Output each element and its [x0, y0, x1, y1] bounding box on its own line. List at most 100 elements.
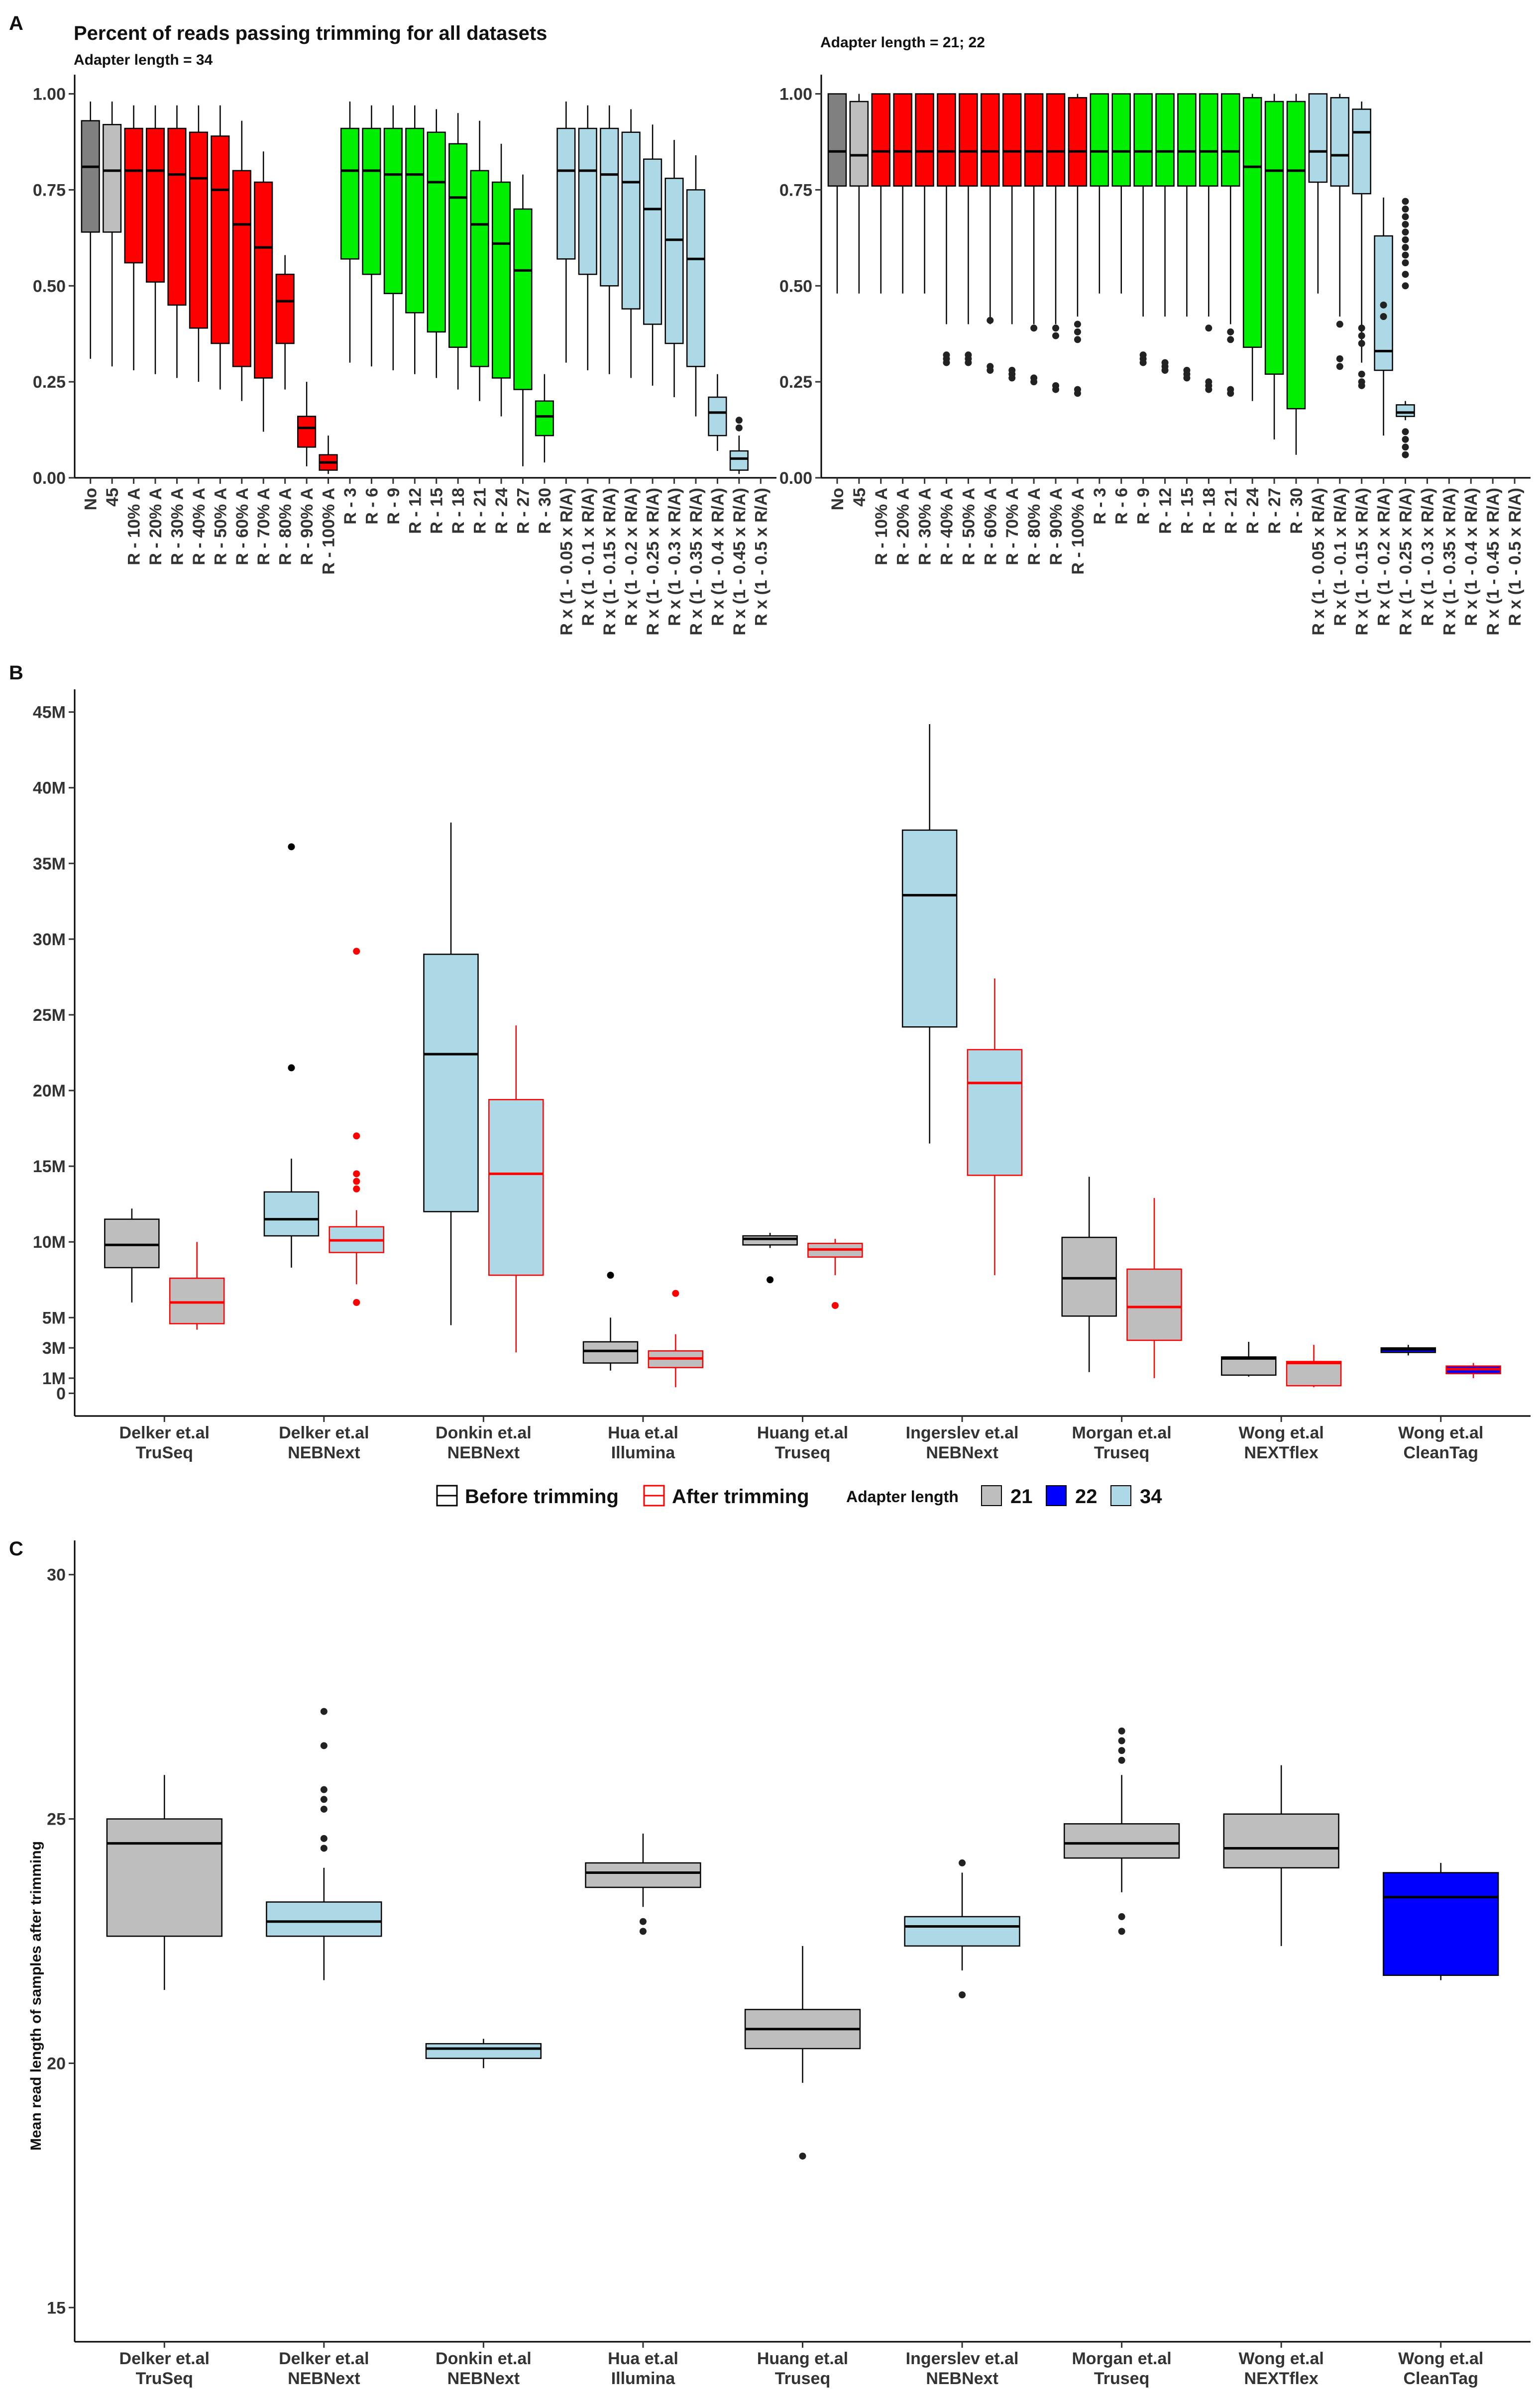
legend-label-22: 22 [1075, 1486, 1098, 1508]
panel-a2-outlier [1402, 244, 1409, 251]
panel-a2-box [915, 93, 934, 187]
panel-b-ytick-label: 25M [33, 1006, 66, 1025]
legend-label-21: 21 [1010, 1486, 1033, 1508]
panel-a2-xtick-label: R - 10% A [872, 488, 891, 565]
panel-a2-outlier [1052, 386, 1060, 393]
panel-a-box [145, 127, 165, 283]
legend-key-22 [1046, 1485, 1067, 1506]
panel-a-xtick-label: R x (1 - 0.45 x R/A) [730, 488, 749, 636]
panel-a2-outlier [1402, 236, 1409, 243]
panel-a-xtick-label: R - 6 [362, 488, 381, 525]
panel-c-outlier [799, 2152, 806, 2160]
panel-a-xtick-label: R - 60% A [233, 488, 252, 565]
panel-a2-outlier [1074, 328, 1081, 335]
panel-a-xtick-label: R x (1 - 0.4 x R/A) [708, 488, 727, 626]
panel-a-xtick-label: R - 9 [384, 488, 403, 525]
panel-a2-xtick-label: R - 18 [1200, 488, 1218, 534]
panel-a2-outlier [1402, 451, 1409, 458]
panel-a2-xtick-label: R - 50% A [959, 488, 978, 565]
panel-b-xtick-label: Morgan et.al Truseq [1072, 1423, 1171, 1462]
panel-c-box [106, 1818, 222, 1937]
panel-a-xtick-label: No [82, 488, 101, 510]
legend-before-label: Before trimming [465, 1486, 619, 1508]
panel-b-after-box [1286, 1361, 1342, 1387]
panel-a2-xtick-label: R - 60% A [981, 488, 1000, 565]
panel-a-xtick-label: R - 80% A [276, 488, 295, 565]
panel-a-ytick-label: 0.50 [33, 277, 66, 296]
panel-b-xtick-label: Donkin et.al NEBNext [436, 1423, 532, 1462]
panel-a2-outlier [1074, 336, 1081, 343]
panel-a-box [340, 127, 360, 260]
panel-a-subtitle: Adapter length = 34 [74, 52, 213, 68]
panel-a2-subtitle: Adapter length = 21; 22 [820, 34, 985, 51]
panel-b-after-box [169, 1277, 225, 1324]
panel-a2-outlier [1227, 328, 1234, 335]
legend-adapter-title: Adapter length [846, 1488, 959, 1506]
panel-a-xtick-label: R x (1 - 0.25 x R/A) [644, 488, 662, 636]
panel-a2-outlier [987, 317, 994, 324]
panel-a2-ytick-label: 1.00 [779, 85, 812, 104]
legend-adapter-34: 34 [1110, 1485, 1162, 1508]
panel-a2-xtick-label: R x (1 - 0.5 x R/A) [1506, 488, 1525, 626]
panel-a2-outlier [1052, 325, 1060, 332]
panel-a-outlier [735, 417, 743, 424]
panel-a-box [556, 127, 576, 260]
panel-b-after-outlier [353, 1132, 360, 1140]
panel-b-ytick-label: 0 [56, 1384, 66, 1403]
legend-after-trimming: After trimming [643, 1485, 809, 1508]
panel-a2-xtick-label: R x (1 - 0.1 x R/A) [1331, 488, 1350, 626]
panel-a2-outlier [1336, 363, 1343, 370]
panel-a2-box [1046, 93, 1066, 187]
panel-a-box [167, 127, 187, 306]
panel-a-box [189, 131, 208, 329]
panel-c-outlier [1118, 1928, 1125, 1935]
panel-c-outlier [320, 1708, 328, 1715]
panel-a2-box [1002, 93, 1022, 187]
panel-b-before-box [423, 954, 479, 1212]
panel-b-ytick-label: 10M [33, 1233, 66, 1252]
panel-a-title: Percent of reads passing trimming for al… [74, 22, 547, 44]
panel-label-c: C [9, 1538, 23, 1560]
panel-a2-box [1330, 97, 1350, 187]
panel-a-box [470, 170, 489, 367]
panel-c-outlier [320, 1835, 328, 1842]
panel-a-box [383, 127, 403, 294]
panel-c-chart: 15 20 25 30 Delker et.al TruSeq Delker et.al NE… [47, 1540, 1531, 2388]
panel-a2-outlier [1205, 386, 1212, 393]
panel-b-ytick-label: 35M [33, 855, 66, 873]
panel-a-box [643, 158, 662, 325]
panel-a2-outlier [1074, 390, 1081, 397]
panel-a2-xtick-label: R - 20% A [894, 488, 913, 565]
panel-a-box [708, 396, 727, 436]
panel-b-before-outlier [288, 1064, 295, 1072]
panel-c-box [904, 1916, 1020, 1947]
panel-c-outlier [320, 1805, 328, 1813]
panel-a2-ytick-label: 0.25 [779, 373, 812, 392]
panel-a-box [448, 143, 468, 348]
panel-a2-outlier [1358, 340, 1365, 347]
panel-a-box [535, 400, 554, 436]
panel-a-box [405, 127, 425, 314]
panel-c-outlier [320, 1796, 328, 1803]
panel-a2-outlier [1380, 313, 1387, 320]
panel-a-ytick-label: 0.75 [33, 181, 66, 200]
panel-a-xtick-label: R x (1 - 0.3 x R/A) [665, 488, 684, 626]
panel-c-ytick-label: 30 [47, 1566, 66, 1585]
panel-a-xtick-label: R - 18 [449, 488, 468, 534]
panel-a-box [686, 189, 706, 367]
panel-c-outlier [639, 1918, 647, 1925]
panel-a2-ytick-label: 0.50 [779, 277, 812, 296]
panel-b-after-outlier [353, 948, 360, 955]
panel-a-box [232, 170, 251, 367]
panel-b-after-outlier [672, 1290, 679, 1297]
panel-a2-outlier [1402, 271, 1409, 278]
panel-b-ytick-label: 3M [42, 1339, 66, 1358]
panel-a-xtick-label: R - 3 [341, 488, 360, 525]
panel-a2-box [1199, 93, 1218, 187]
panel-a2-box [937, 93, 956, 187]
panel-a2-box [1242, 97, 1262, 348]
panel-a2-box [871, 93, 891, 187]
panel-b-xtick-label: Wong et.al CleanTag [1398, 1423, 1483, 1462]
